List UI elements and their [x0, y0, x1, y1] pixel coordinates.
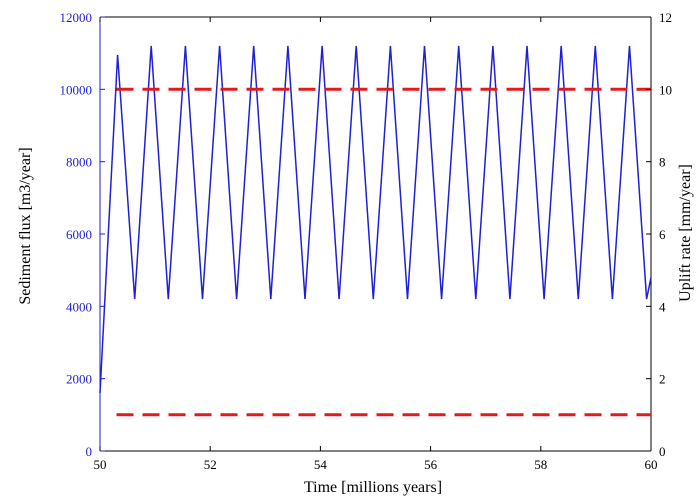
- left-y-tick-label: 6000: [66, 227, 92, 242]
- x-tick-label: 50: [94, 457, 107, 472]
- left-y-tick-label: 0: [86, 444, 93, 459]
- x-tick-label: 54: [314, 457, 328, 472]
- sediment-flux-line-0: [99, 45, 652, 394]
- left-y-axis-label: Sediment flux [m3/year]: [17, 147, 34, 304]
- right-y-tick-label: 10: [659, 82, 672, 97]
- x-tick-label: 60: [645, 457, 658, 472]
- right-y-axis-label: Uplift rate [mm/year]: [677, 164, 694, 302]
- right-y-tick-label: 0: [659, 444, 666, 459]
- right-y-axis: 0 2 4 6 8 10 12: [646, 10, 672, 459]
- x-tick-label: 58: [534, 457, 547, 472]
- x-tick-label: 52: [204, 457, 217, 472]
- x-tick-label: 56: [424, 457, 438, 472]
- series-layer: [99, 45, 652, 417]
- left-y-axis: 0 2000 4000 6000 8000 10000 12000: [60, 10, 105, 459]
- left-y-tick-label: 10000: [60, 82, 93, 97]
- left-y-tick-label: 4000: [66, 299, 92, 314]
- x-axis: 50 52 54 56 58 60: [94, 17, 658, 472]
- right-y-tick-label: 12: [659, 10, 672, 25]
- right-y-tick-label: 8: [659, 155, 666, 170]
- right-y-tick-label: 2: [659, 372, 666, 387]
- left-y-tick-label: 8000: [66, 155, 92, 170]
- left-y-tick-label: 2000: [66, 372, 92, 387]
- x-axis-label: Time [millions years]: [304, 479, 442, 496]
- right-y-tick-label: 4: [659, 299, 666, 314]
- left-y-tick-label: 12000: [60, 10, 93, 25]
- right-y-tick-label: 6: [659, 227, 666, 242]
